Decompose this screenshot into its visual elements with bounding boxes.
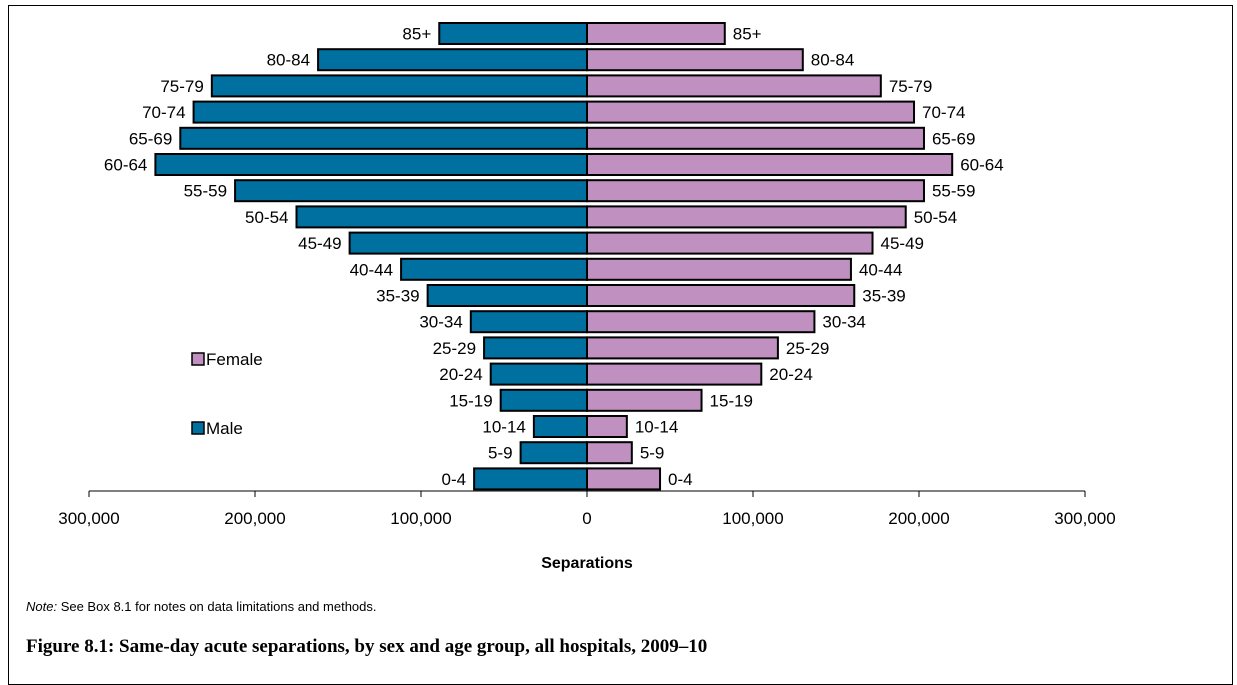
bar-male-35-39 — [426, 284, 589, 307]
male-age-label-85+: 85+ — [402, 25, 431, 44]
x-tick-label: 0 — [582, 509, 591, 528]
x-axis: 300,000 200,000 100,000 0 100,000 200,000 300,… — [58, 490, 1116, 528]
bar-female-5-9 — [586, 441, 633, 465]
female-age-label-45-49: 45-49 — [881, 234, 924, 253]
bar-male-0-4 — [473, 467, 588, 491]
male-age-label-35-39: 35-39 — [376, 287, 419, 306]
bar-male-25-29 — [483, 336, 588, 360]
female-age-label-0-4: 0-4 — [668, 470, 693, 489]
male-age-label-20-24: 20-24 — [439, 365, 482, 384]
female-age-label-25-29: 25-29 — [786, 339, 829, 358]
bar-female-15-19 — [586, 388, 703, 412]
female-age-label-50-54: 50-54 — [914, 208, 957, 227]
female-age-label-10-14: 10-14 — [635, 418, 678, 437]
x-tick-label: 300,000 — [1054, 509, 1115, 528]
female-age-label-40-44: 40-44 — [859, 260, 902, 279]
bar-male-10-14 — [532, 415, 589, 438]
female-age-label-20-24: 20-24 — [769, 365, 812, 384]
bar-male-50-54 — [295, 205, 588, 229]
note-prefix: Note: — [26, 599, 58, 614]
female-age-label-65-69: 65-69 — [932, 129, 975, 148]
male-age-label-75-79: 75-79 — [160, 77, 203, 96]
bar-female-75-79 — [586, 74, 882, 98]
female-age-label-60-64: 60-64 — [960, 156, 1003, 175]
legend-label-male: Male — [206, 419, 243, 438]
male-age-label-65-69: 65-69 — [129, 129, 172, 148]
bar-male-40-44 — [400, 257, 588, 281]
female-age-label-70-74: 70-74 — [922, 103, 965, 122]
bar-male-75-79 — [210, 74, 588, 98]
bar-female-30-34 — [586, 310, 816, 334]
x-tick-label: 300,000 — [58, 509, 119, 528]
male-age-label-15-19: 15-19 — [449, 391, 492, 410]
bar-male-55-59 — [234, 179, 589, 203]
female-age-label-35-39: 35-39 — [862, 287, 905, 306]
female-age-label-5-9: 5-9 — [640, 444, 665, 463]
bar-male-80-84 — [317, 48, 588, 72]
male-age-label-5-9: 5-9 — [488, 444, 513, 463]
bar-female-45-49 — [586, 231, 874, 255]
male-age-label-0-4: 0-4 — [442, 470, 467, 489]
x-tick-label: 200,000 — [888, 509, 949, 528]
bars-group — [154, 22, 954, 491]
male-age-label-10-14: 10-14 — [482, 418, 525, 437]
bar-male-30-34 — [469, 310, 588, 334]
bar-male-65-69 — [179, 126, 589, 150]
legend-label-female: Female — [206, 350, 263, 369]
x-axis-title: Separations — [541, 555, 633, 572]
bar-male-5-9 — [519, 441, 588, 465]
male-age-label-30-34: 30-34 — [419, 313, 462, 332]
bar-female-20-24 — [586, 362, 763, 386]
bar-female-10-14 — [586, 415, 628, 438]
bar-female-60-64 — [586, 153, 954, 176]
bar-female-65-69 — [586, 126, 925, 150]
female-age-label-80-84: 80-84 — [811, 51, 854, 70]
bar-female-70-74 — [586, 100, 916, 124]
note: Note: See Box 8.1 for notes on data limi… — [26, 599, 377, 614]
bar-female-50-54 — [586, 205, 907, 229]
bar-male-20-24 — [489, 362, 588, 386]
x-tick-label: 200,000 — [224, 509, 285, 528]
female-age-label-30-34: 30-34 — [822, 313, 865, 332]
x-tick-label: 100,000 — [390, 509, 451, 528]
female-age-label-75-79: 75-79 — [889, 77, 932, 96]
male-age-label-55-59: 55-59 — [184, 182, 227, 201]
bar-male-45-49 — [348, 231, 588, 255]
male-age-label-60-64: 60-64 — [104, 156, 147, 175]
male-age-label-25-29: 25-29 — [433, 339, 476, 358]
bar-female-35-39 — [586, 284, 856, 307]
male-age-label-70-74: 70-74 — [142, 103, 185, 122]
male-age-label-40-44: 40-44 — [350, 260, 393, 279]
male-age-label-50-54: 50-54 — [245, 208, 288, 227]
bar-female-55-59 — [586, 179, 925, 203]
legend-swatch-male — [191, 421, 205, 435]
bar-female-0-4 — [586, 467, 662, 491]
legend: Female Male — [191, 350, 263, 438]
female-age-label-85+: 85+ — [733, 25, 762, 44]
male-age-label-45-49: 45-49 — [298, 234, 341, 253]
bar-female-85+ — [586, 22, 726, 45]
bar-male-60-64 — [154, 153, 588, 176]
bar-male-15-19 — [499, 388, 588, 412]
figure-caption: Figure 8.1: Same-day acute separations, … — [26, 636, 708, 657]
bar-female-80-84 — [586, 48, 804, 72]
female-age-label-15-19: 15-19 — [710, 391, 753, 410]
female-age-label-55-59: 55-59 — [932, 182, 975, 201]
bar-female-40-44 — [586, 257, 852, 281]
male-age-label-80-84: 80-84 — [267, 51, 310, 70]
bar-male-70-74 — [192, 100, 589, 124]
bar-male-85+ — [438, 22, 589, 45]
legend-swatch-female — [191, 352, 205, 366]
note-text: See Box 8.1 for notes on data limitation… — [57, 599, 377, 614]
bar-female-25-29 — [586, 336, 779, 360]
x-tick-label: 100,000 — [722, 509, 783, 528]
